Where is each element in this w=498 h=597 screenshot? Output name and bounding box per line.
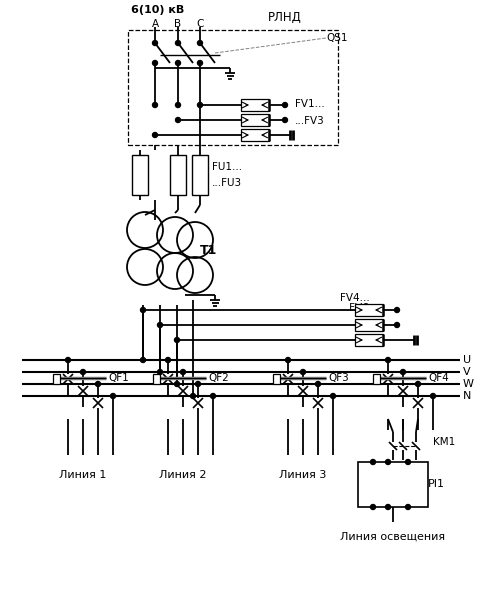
Circle shape xyxy=(316,381,321,386)
Text: C: C xyxy=(196,19,204,29)
Circle shape xyxy=(175,60,180,66)
Circle shape xyxy=(394,322,399,328)
Circle shape xyxy=(211,393,216,399)
Circle shape xyxy=(157,370,162,374)
Circle shape xyxy=(140,307,145,312)
Circle shape xyxy=(174,381,179,386)
Bar xyxy=(273,374,280,384)
Circle shape xyxy=(152,41,157,45)
Circle shape xyxy=(282,103,287,107)
Circle shape xyxy=(175,118,180,122)
Text: QF1: QF1 xyxy=(108,373,129,383)
Circle shape xyxy=(198,60,203,66)
Text: QS1: QS1 xyxy=(326,33,348,43)
Circle shape xyxy=(66,358,71,362)
Circle shape xyxy=(282,118,287,122)
Text: U: U xyxy=(463,355,471,365)
Bar xyxy=(192,155,208,195)
Circle shape xyxy=(430,393,435,399)
Text: FV4...: FV4... xyxy=(340,293,370,303)
Circle shape xyxy=(140,358,145,362)
Text: W: W xyxy=(463,379,474,389)
Bar xyxy=(355,304,383,316)
Bar xyxy=(53,374,60,384)
Circle shape xyxy=(96,381,101,386)
Circle shape xyxy=(331,393,336,399)
Circle shape xyxy=(165,358,170,362)
Text: A: A xyxy=(151,19,158,29)
Bar xyxy=(241,129,269,141)
Circle shape xyxy=(300,370,305,374)
Circle shape xyxy=(198,103,203,107)
Text: QF4: QF4 xyxy=(428,373,449,383)
Circle shape xyxy=(191,393,196,399)
Circle shape xyxy=(385,460,390,464)
Text: FV1...: FV1... xyxy=(295,99,325,109)
Circle shape xyxy=(152,133,157,137)
Circle shape xyxy=(405,504,410,509)
Circle shape xyxy=(385,504,390,509)
Text: T1: T1 xyxy=(200,244,217,257)
Text: Линия 3: Линия 3 xyxy=(279,470,327,480)
Bar xyxy=(373,374,380,384)
Text: B: B xyxy=(174,19,182,29)
Text: ...FU3: ...FU3 xyxy=(212,178,242,188)
Bar xyxy=(241,99,269,111)
Circle shape xyxy=(180,370,185,374)
Text: 6(10) кВ: 6(10) кВ xyxy=(131,5,185,15)
Circle shape xyxy=(111,393,116,399)
Circle shape xyxy=(415,381,420,386)
Circle shape xyxy=(385,358,390,362)
Text: РЛНД: РЛНД xyxy=(268,11,302,23)
Circle shape xyxy=(198,41,203,45)
Bar xyxy=(241,114,269,126)
Circle shape xyxy=(175,103,180,107)
Circle shape xyxy=(152,103,157,107)
Bar xyxy=(170,155,186,195)
Text: ...FV6: ...FV6 xyxy=(340,303,370,313)
Text: Линия 1: Линия 1 xyxy=(59,470,107,480)
Circle shape xyxy=(152,60,157,66)
Text: РI1: РI1 xyxy=(428,479,445,489)
Text: N: N xyxy=(463,391,472,401)
Bar xyxy=(355,319,383,331)
Circle shape xyxy=(405,460,410,464)
Text: FU1...: FU1... xyxy=(212,162,242,172)
Circle shape xyxy=(174,337,179,343)
Circle shape xyxy=(196,381,201,386)
Bar xyxy=(128,30,338,145)
Circle shape xyxy=(157,322,162,328)
Text: QF2: QF2 xyxy=(208,373,229,383)
Circle shape xyxy=(371,504,375,509)
Circle shape xyxy=(81,370,86,374)
Text: ...FV3: ...FV3 xyxy=(295,116,325,126)
Bar xyxy=(153,374,160,384)
Circle shape xyxy=(371,460,375,464)
Text: Линия освещения: Линия освещения xyxy=(341,532,446,542)
Bar xyxy=(355,334,383,346)
Bar xyxy=(132,155,148,195)
Text: Линия 2: Линия 2 xyxy=(159,470,207,480)
Circle shape xyxy=(400,370,405,374)
Text: KM1: KM1 xyxy=(433,437,455,447)
Circle shape xyxy=(394,307,399,312)
Text: V: V xyxy=(463,367,471,377)
Circle shape xyxy=(285,358,290,362)
Circle shape xyxy=(175,41,180,45)
Bar xyxy=(358,462,428,507)
Text: QF3: QF3 xyxy=(328,373,349,383)
